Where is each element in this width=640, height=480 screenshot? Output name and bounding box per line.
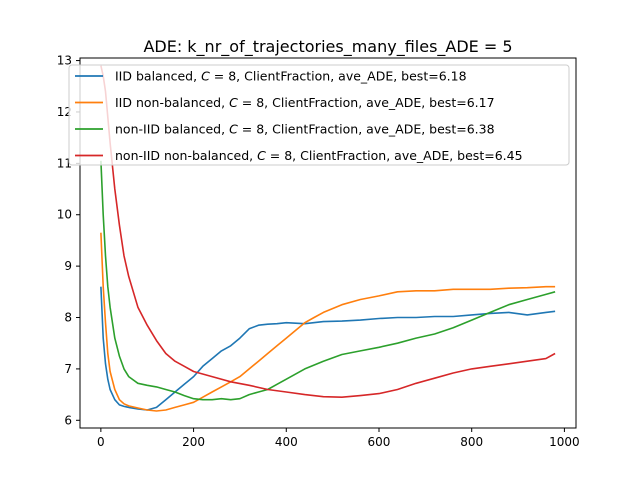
y-tick-label: 6 <box>64 413 72 427</box>
legend-label-prefix: non-IID non-balanced, <box>115 148 257 163</box>
x-tick-label: 600 <box>368 435 391 449</box>
legend-label-var: C <box>229 95 238 110</box>
y-tick-label: 11 <box>57 156 72 170</box>
x-tick-label: 0 <box>97 435 105 449</box>
legend-box <box>68 64 570 166</box>
x-tick-label: 1000 <box>549 435 580 449</box>
legend: IID balanced, C = 8, ClientFraction, ave… <box>68 64 570 166</box>
chart-title: ADE: k_nr_of_trajectories_many_files_ADE… <box>143 37 512 57</box>
legend-entry: IID balanced, C = 8, ClientFraction, ave… <box>115 69 467 84</box>
legend-label-var: C <box>257 148 266 163</box>
legend-label-prefix: IID balanced, <box>115 69 201 84</box>
y-tick-label: 13 <box>57 54 72 68</box>
x-tick-label: 800 <box>460 435 483 449</box>
legend-label-var: C <box>201 69 210 84</box>
legend-entry: non-IID balanced, C = 8, ClientFraction,… <box>115 122 495 137</box>
y-tick-label: 12 <box>57 105 72 119</box>
y-axis: 6 7 8 9 10 11 12 13 <box>57 54 80 427</box>
x-axis: 0 200 400 600 800 1000 <box>97 428 580 449</box>
series-line-2 <box>100 232 556 412</box>
series-line-4 <box>100 65 556 399</box>
legend-label-suffix: = 8, ClientFraction, ave_ADE, best=6.18 <box>210 69 467 84</box>
plot-lines <box>100 65 556 412</box>
series-line-1 <box>100 286 556 411</box>
legend-entry: IID non-balanced, C = 8, ClientFraction,… <box>115 95 495 110</box>
x-tick-label: 200 <box>182 435 205 449</box>
legend-label-prefix: IID non-balanced, <box>115 95 229 110</box>
legend-label-suffix: = 8, ClientFraction, ave_ADE, best=6.45 <box>266 148 523 163</box>
x-tick-label: 400 <box>275 435 298 449</box>
y-tick-label: 10 <box>57 208 72 222</box>
legend-label-prefix: non-IID balanced, <box>115 122 229 137</box>
legend-label-suffix: = 8, ClientFraction, ave_ADE, best=6.38 <box>238 122 495 137</box>
series-line-3 <box>100 160 556 401</box>
legend-entry: non-IID non-balanced, C = 8, ClientFract… <box>115 148 523 163</box>
legend-label-suffix: = 8, ClientFraction, ave_ADE, best=6.17 <box>238 95 495 110</box>
axes-frame <box>79 57 577 429</box>
y-tick-label: 8 <box>64 311 72 325</box>
y-tick-label: 7 <box>64 362 72 376</box>
legend-label-var: C <box>229 122 238 137</box>
y-tick-label: 9 <box>64 259 72 273</box>
